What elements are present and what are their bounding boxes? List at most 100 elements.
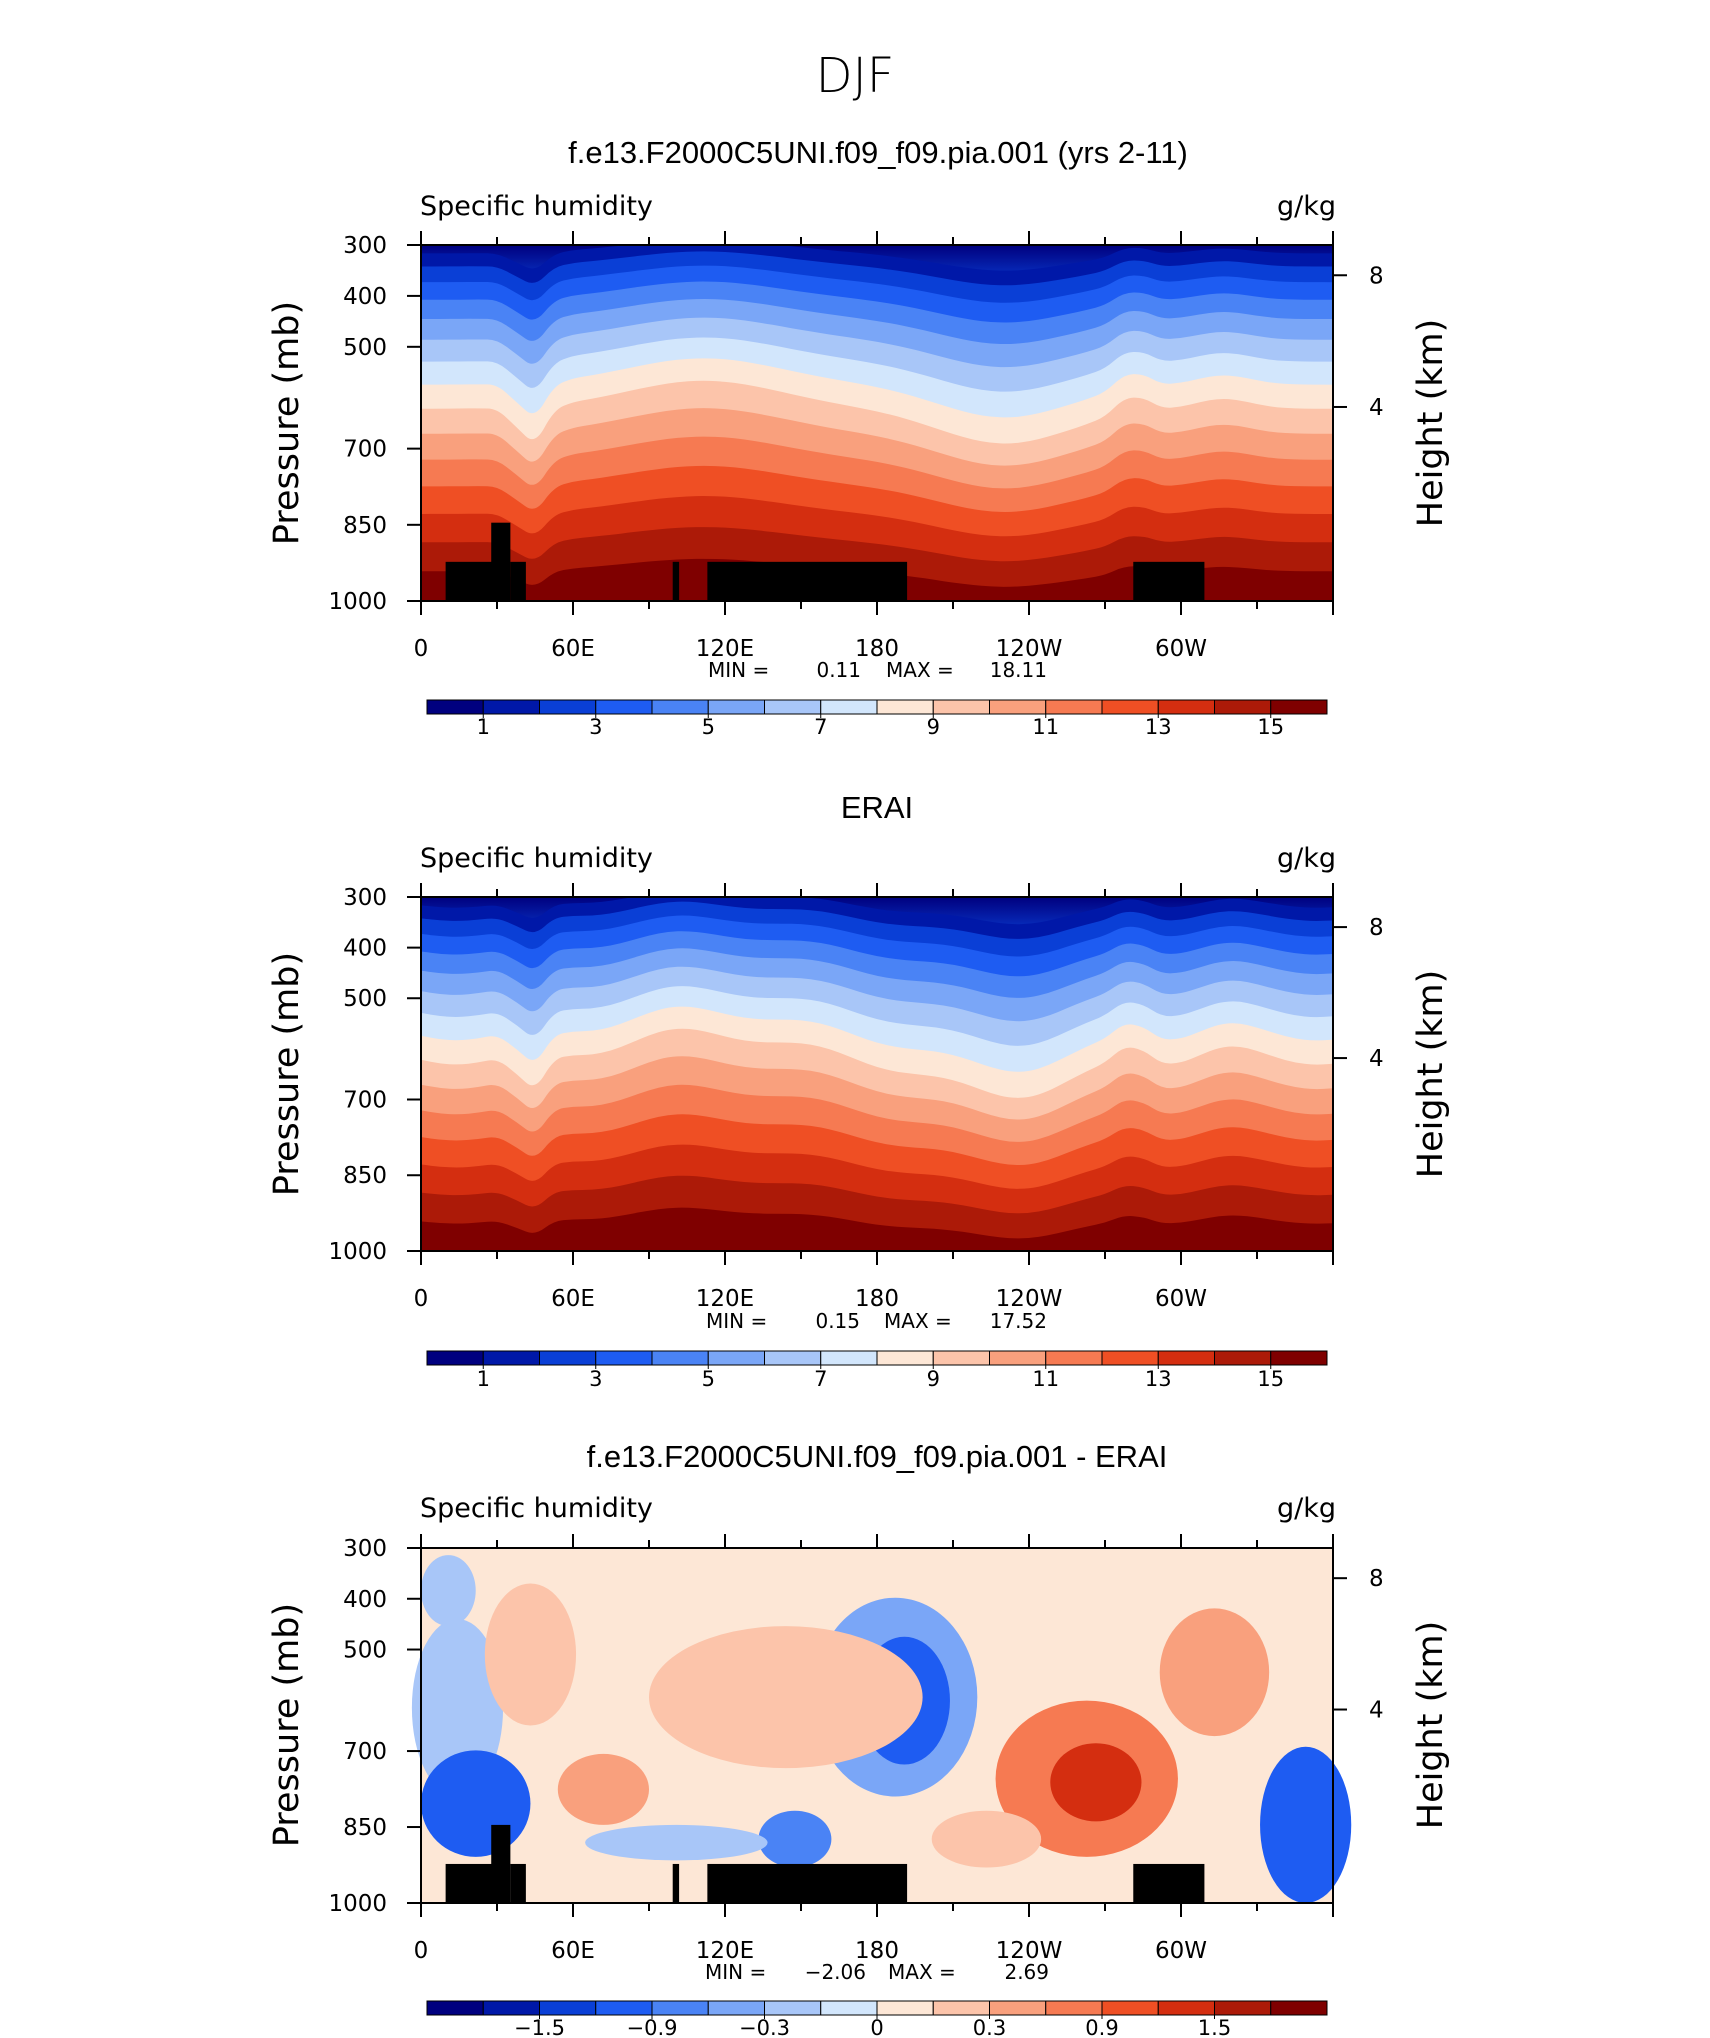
colorbar-swatch <box>1101 1350 1159 1366</box>
colorbar-label: 0.3 <box>973 2016 1006 2038</box>
colorbar-label: 5 <box>702 1367 715 1391</box>
land-block <box>510 1863 526 1903</box>
colorbar-label: 3 <box>589 715 602 739</box>
topography-mask <box>445 1824 1205 1903</box>
colorbar-swatch <box>989 2000 1047 2016</box>
min-label: MIN = <box>706 1309 767 1333</box>
colorbar-swatch <box>707 1350 765 1366</box>
colorbar-swatch <box>595 699 653 715</box>
colorbar-swatch <box>1045 699 1103 715</box>
colorbar-label: 5 <box>702 715 715 739</box>
colorbar: 1 3 5 7 9 11 13 15 <box>426 699 1328 739</box>
contour-band <box>421 1207 1333 1251</box>
colorbar-swatch <box>876 699 934 715</box>
y-tick-label: 300 <box>343 1536 387 1562</box>
x-tick-label: 60W <box>1155 1938 1207 1964</box>
land-block <box>707 1863 908 1903</box>
y-axis-right: 84 <box>1333 915 1384 1072</box>
y-tick-label: 700 <box>343 437 387 463</box>
topography-mask <box>445 522 1205 601</box>
colorbar-swatch <box>820 699 878 715</box>
colorbar-swatch <box>989 699 1047 715</box>
y-axis-title: Pressure (mb) <box>267 952 307 1196</box>
y-right-tick-label: 4 <box>1369 395 1384 421</box>
colorbar-swatch <box>1270 1350 1328 1366</box>
colorbar-swatch <box>1270 699 1328 715</box>
y-tick-label: 850 <box>343 1163 387 1189</box>
colorbar-label: −1.5 <box>514 2016 565 2038</box>
colorbar-swatch <box>932 2000 990 2016</box>
colorbar-label: 13 <box>1145 715 1172 739</box>
colorbar-swatch <box>820 2000 878 2016</box>
colorbar-label: −0.3 <box>739 2016 790 2038</box>
colorbar: 1 3 5 7 9 11 13 15 <box>426 1350 1328 1391</box>
units-label: g/kg <box>1277 191 1336 222</box>
panel-model: f.e13.F2000C5UNI.f09_f09.pia.001 (yrs 2-… <box>267 135 1451 739</box>
min-label: MIN = <box>708 658 769 682</box>
colorbar-swatch <box>482 1350 540 1366</box>
y-tick-label: 400 <box>343 284 387 310</box>
colorbar-swatch <box>764 699 822 715</box>
y-tick-label: 400 <box>343 936 387 962</box>
land-block <box>1133 1863 1205 1903</box>
variable-label: Specific humidity <box>420 191 653 222</box>
x-tick-label: 120W <box>996 1286 1063 1312</box>
colorbar-swatch <box>595 2000 653 2016</box>
colorbar-label: 9 <box>927 1367 940 1391</box>
colorbar-swatch <box>539 699 597 715</box>
colorbar-swatch <box>932 699 990 715</box>
max-value: 17.52 <box>990 1309 1047 1333</box>
colorbar-swatch <box>764 1350 822 1366</box>
colorbar-label: 1.5 <box>1198 2016 1231 2038</box>
y-axis-left: 300 400 500 700 850 1000 <box>328 885 421 1265</box>
colorbar-swatch <box>1214 699 1272 715</box>
y-tick-label: 500 <box>343 1638 387 1664</box>
colorbar-label: 11 <box>1032 715 1059 739</box>
colorbar: −1.5 −0.9 −0.3 0 0.3 0.9 1.5 <box>426 2000 1328 2038</box>
contour-blob <box>649 1626 923 1769</box>
colorbar-label: 7 <box>814 1367 827 1391</box>
colorbar-swatch <box>1045 2000 1103 2016</box>
panel-title: ERAI <box>841 790 913 825</box>
x-tick-label: 0 <box>414 1286 429 1312</box>
y-tick-label: 500 <box>343 986 387 1012</box>
contour-blob <box>931 1810 1042 1868</box>
colorbar-swatch <box>482 699 540 715</box>
y-tick-label: 1000 <box>328 589 387 615</box>
x-tick-label: 60E <box>551 1938 595 1964</box>
contour-blob <box>421 1750 531 1857</box>
max-value: 18.11 <box>990 658 1047 682</box>
contour-blob <box>484 1583 577 1726</box>
colorbar-swatch <box>1214 1350 1272 1366</box>
panel-title: f.e13.F2000C5UNI.f09_f09.pia.001 - ERAI <box>587 1439 1168 1474</box>
colorbar-swatch <box>595 1350 653 1366</box>
plot-area <box>420 896 1334 1252</box>
land-block <box>707 561 908 601</box>
colorbar-swatch <box>876 2000 934 2016</box>
colorbar-label: 15 <box>1257 1367 1284 1391</box>
x-tick-label: 180 <box>855 1286 899 1312</box>
colorbar-label: 13 <box>1145 1367 1172 1391</box>
plot-area <box>420 244 1334 602</box>
max-label: MAX = <box>888 1960 956 1984</box>
land-block <box>491 522 511 601</box>
y-tick-label: 500 <box>343 335 387 361</box>
colorbar-label: 9 <box>927 715 940 739</box>
colorbar-swatch <box>651 1350 709 1366</box>
colorbar-swatch <box>651 699 709 715</box>
x-tick-label: 180 <box>855 1938 899 1964</box>
colorbar-swatch <box>1045 1350 1103 1366</box>
x-axis: 0 60E 120E 180 120W 60W <box>414 231 1334 662</box>
variable-label: Specific humidity <box>420 843 653 874</box>
colorbar-swatch <box>989 1350 1047 1366</box>
y-right-tick-label: 4 <box>1369 1046 1384 1072</box>
land-block <box>672 561 680 601</box>
land-block <box>510 561 526 601</box>
colorbar-swatch <box>1101 699 1159 715</box>
colorbar-swatch <box>426 699 484 715</box>
page-title: DJF <box>816 48 895 104</box>
y-axis-title: Pressure (mb) <box>267 1603 307 1847</box>
panel-difference: f.e13.F2000C5UNI.f09_f09.pia.001 - ERAI … <box>267 1439 1451 2038</box>
min-value: 0.11 <box>816 658 861 682</box>
